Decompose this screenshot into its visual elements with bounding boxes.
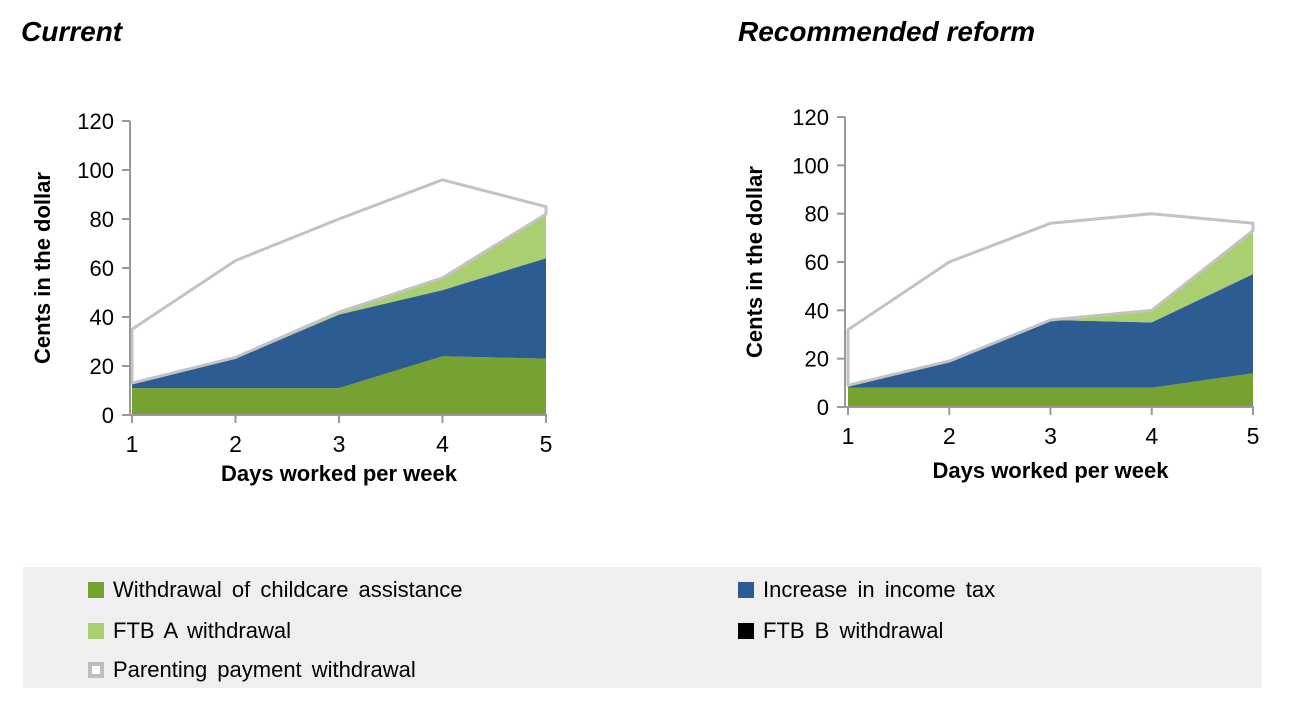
y-axis-title: Cents in the dollar — [30, 172, 55, 364]
x-tick-label: 3 — [333, 431, 346, 457]
income-tax-swatch — [738, 582, 754, 598]
y-tick-label: 100 — [792, 153, 829, 178]
y-tick-label: 40 — [90, 305, 114, 330]
y-tick-label: 0 — [817, 395, 829, 420]
legend-item-ftb-a-withdrawal: FTB A withdrawal — [88, 619, 291, 643]
area-ftb-a-withdrawal — [848, 230, 1253, 386]
area-withdrawal-of-childcare-assistance — [848, 373, 1253, 407]
x-tick-label: 4 — [436, 431, 449, 457]
y-tick-label: 120 — [77, 109, 114, 134]
legend-label: FTB B withdrawal — [763, 618, 944, 643]
x-axis-title: Days worked per week — [221, 461, 458, 486]
y-tick-label: 80 — [90, 207, 114, 232]
chart-current: 0 20 40 60 80 100 120 1 2 3 4 5 Days worked per week… — [30, 109, 552, 486]
x-tick-label: 5 — [1247, 423, 1260, 449]
x-tick-label: 1 — [842, 423, 855, 449]
x-tick-label: 5 — [540, 431, 553, 457]
y-tick-label: 100 — [77, 158, 114, 183]
legend-item-income-tax: Increase in income tax — [738, 578, 995, 602]
x-tick-label: 4 — [1145, 423, 1158, 449]
y-tick-label: 80 — [805, 202, 829, 227]
area-withdrawal-of-childcare-assistance — [132, 356, 546, 415]
y-tick-label: 40 — [805, 298, 829, 323]
childcare-withdrawal-swatch — [88, 582, 104, 598]
ftb-b-withdrawal-swatch — [738, 623, 754, 639]
y-tick-label: 20 — [90, 354, 114, 379]
legend-item-parenting-payment-withdrawal: Parenting payment withdrawal — [88, 658, 416, 682]
x-tick-label: 1 — [126, 431, 139, 457]
y-tick-label: 60 — [90, 256, 114, 281]
y-tick-label: 20 — [805, 347, 829, 372]
chart-recommended-reform: 0 20 40 60 80 100 120 1 2 3 4 5 Days worked per week… — [742, 105, 1259, 483]
x-axis-title: Days worked per week — [932, 458, 1169, 483]
legend-item-ftb-b-withdrawal: FTB B withdrawal — [738, 619, 943, 643]
x-tick-label: 3 — [1044, 423, 1057, 449]
area-parenting-payment-withdrawal — [846, 212, 1255, 387]
legend-label: Parenting payment withdrawal — [113, 657, 416, 682]
area-increase-in-income-tax — [848, 274, 1253, 388]
area-increase-in-income-tax — [132, 258, 546, 389]
ftb-a-withdrawal-swatch — [88, 623, 104, 639]
y-tick-label: 60 — [805, 250, 829, 275]
legend-label: Increase in income tax — [763, 577, 996, 602]
chart-title-reform: Recommended reform — [738, 16, 1036, 47]
parenting-payment-withdrawal-swatch — [88, 662, 104, 678]
area-parenting-payment-withdrawal — [130, 178, 548, 385]
y-tick-label: 0 — [102, 403, 114, 428]
legend-label: Withdrawal of childcare assistance — [113, 577, 463, 602]
y-tick-label: 120 — [792, 105, 829, 130]
x-tick-label: 2 — [943, 423, 956, 449]
chart-title-current: Current — [21, 16, 123, 47]
y-axis-title: Cents in the dollar — [742, 166, 767, 358]
legend-label: FTB A withdrawal — [113, 618, 291, 643]
legend-band — [23, 567, 1262, 688]
x-tick-label: 2 — [229, 431, 242, 457]
legend-item-childcare-withdrawal: Withdrawal of childcare assistance — [88, 578, 462, 602]
